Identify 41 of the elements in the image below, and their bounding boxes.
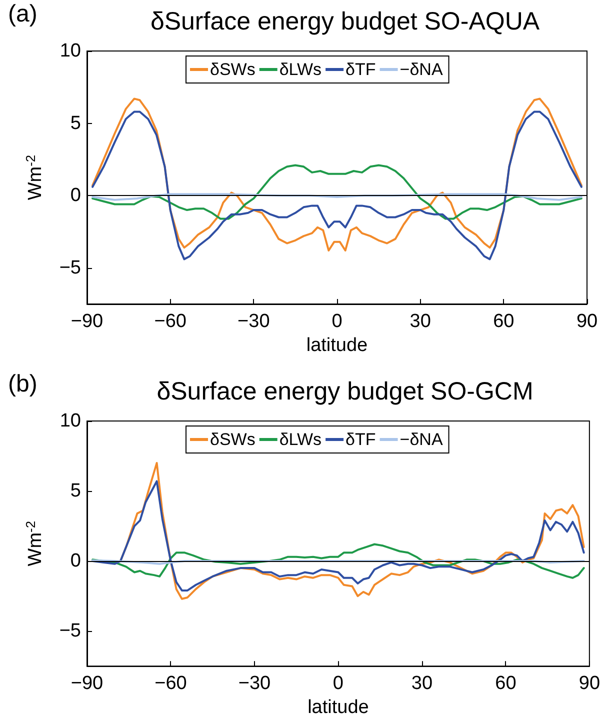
x-tick-label: 30 (411, 673, 433, 694)
x-axis-title: latitude (308, 697, 369, 718)
x-tick-label: −30 (238, 673, 271, 694)
legend-label: δSWs (210, 430, 256, 449)
y-tick-label: −5 (59, 620, 81, 642)
legend-label: δLWs (279, 430, 322, 449)
y-tick-label: 0 (70, 185, 81, 206)
y-tick-label: 5 (70, 480, 81, 502)
x-tick-label: −60 (154, 311, 186, 332)
x-tick-label: 60 (495, 673, 516, 694)
x-tick-label: −30 (238, 311, 270, 332)
y-tick-label: 0 (70, 550, 81, 572)
x-tick-label: 0 (332, 311, 342, 332)
x-tick-label: −60 (154, 673, 187, 694)
text: (b) (8, 370, 38, 398)
x-tick-label: 90 (576, 311, 598, 332)
y-tick-label: −5 (59, 257, 81, 278)
y-tick-label: 10 (60, 410, 81, 432)
legend-label: δLWs (279, 60, 322, 79)
line-series (92, 164, 582, 220)
x-tick-label: 60 (493, 311, 514, 332)
legend-label: −δNA (400, 60, 444, 79)
y-tick-label: 10 (60, 40, 81, 62)
text: (a) (8, 0, 38, 28)
x-tick-label: −90 (70, 311, 104, 332)
line-series (92, 480, 585, 592)
legend-label: −δNA (400, 430, 444, 449)
chart-title: δSurface energy budget SO-GCM (156, 378, 534, 406)
legend-label: δTF (346, 60, 376, 79)
x-tick-label: 90 (578, 673, 600, 694)
line-series (92, 543, 585, 579)
y-tick-label: 5 (70, 112, 81, 134)
x-tick-label: −90 (70, 673, 104, 694)
y-axis-title: Wm-2 (23, 154, 46, 200)
chart-title: δSurface energy budget SO-AQUA (150, 8, 540, 36)
x-tick-label: 30 (410, 311, 431, 332)
y-axis-title: Wm-2 (23, 520, 46, 566)
x-tick-label: 0 (332, 673, 344, 694)
legend-label: δSWs (210, 60, 256, 79)
x-axis-title: latitude (306, 334, 368, 356)
legend-label: δTF (346, 430, 376, 449)
